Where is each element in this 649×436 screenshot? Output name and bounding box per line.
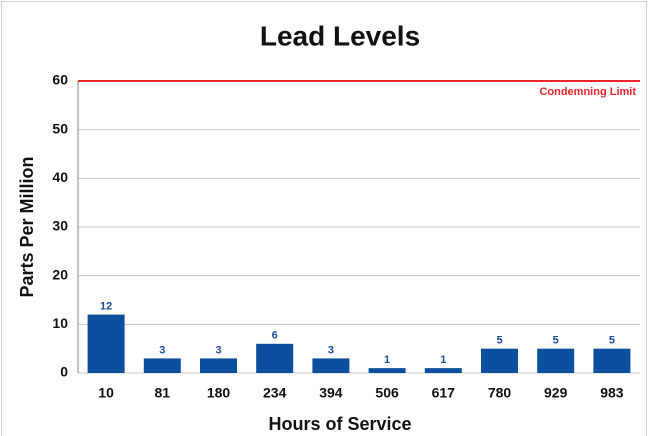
- y-tick-label: 30: [52, 218, 68, 234]
- bar: [481, 348, 518, 373]
- x-tick-label: 10: [98, 385, 114, 401]
- value-label: 3: [159, 344, 165, 356]
- x-tick-label: 234: [263, 385, 287, 401]
- y-axis-label: Parts Per Million: [17, 156, 37, 297]
- x-tick-label: 983: [600, 385, 624, 401]
- limit-label: Condemning Limit: [539, 86, 636, 98]
- x-axis-label: Hours of Service: [268, 414, 411, 434]
- bar: [200, 358, 237, 373]
- bar: [312, 358, 350, 373]
- x-tick-label: 506: [375, 385, 399, 401]
- chart-title: Lead Levels: [260, 20, 420, 51]
- bar: [256, 343, 294, 373]
- bar: [368, 368, 406, 373]
- value-label: 3: [328, 344, 334, 356]
- bar: [87, 314, 125, 373]
- value-label: 12: [100, 301, 112, 313]
- value-label: 5: [609, 335, 615, 347]
- bar: [143, 358, 181, 373]
- bar: [537, 348, 575, 373]
- value-label: 3: [215, 344, 221, 356]
- y-tick-label: 0: [60, 364, 68, 380]
- bar: [593, 348, 631, 373]
- value-label: 1: [440, 354, 446, 366]
- x-tick-label: 180: [207, 385, 231, 401]
- value-label: 5: [496, 335, 502, 347]
- y-tick-label: 60: [52, 72, 68, 88]
- x-tick-label: 929: [544, 385, 568, 401]
- y-tick-label: 20: [52, 266, 68, 282]
- x-tick-label: 780: [488, 385, 512, 401]
- y-tick-label: 40: [52, 169, 68, 185]
- value-label: 5: [553, 335, 559, 347]
- x-tick-label: 394: [319, 385, 343, 401]
- value-label: 1: [384, 354, 390, 366]
- x-tick-label: 617: [432, 385, 456, 401]
- y-tick-label: 10: [52, 315, 68, 331]
- y-tick-label: 50: [52, 120, 68, 136]
- x-tick-label: 81: [155, 385, 171, 401]
- value-label: 6: [272, 330, 278, 342]
- bar: [424, 368, 462, 373]
